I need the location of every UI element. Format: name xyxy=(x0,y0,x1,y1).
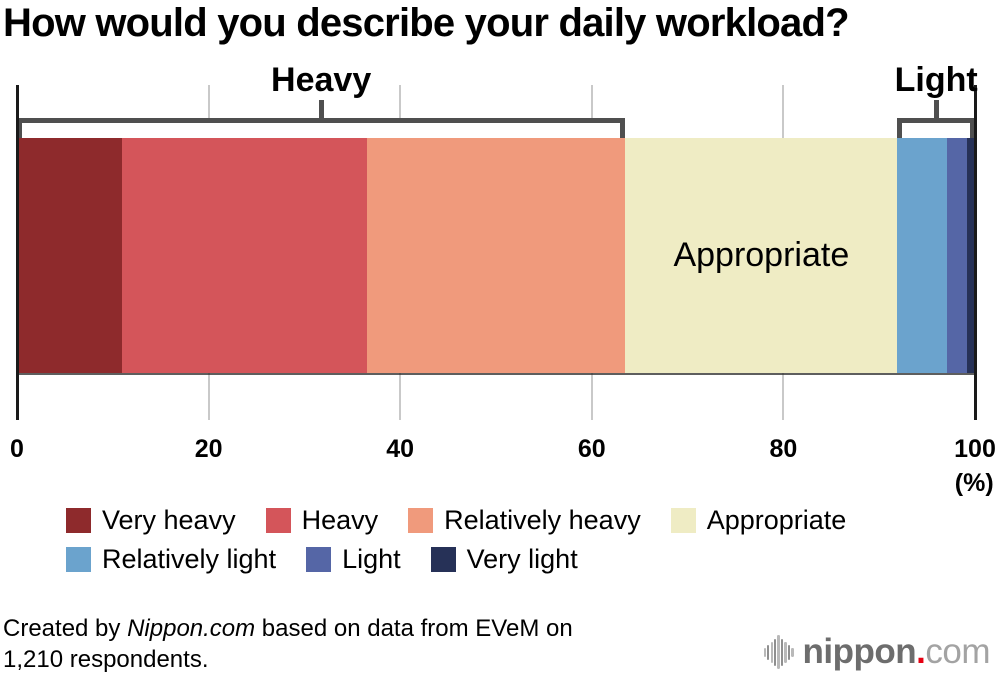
credit-line-1: Created by Nippon.com based on data from… xyxy=(3,613,573,644)
axis-end-line xyxy=(15,85,19,420)
bracket-label-heavy: Heavy xyxy=(271,61,372,99)
legend-label-very-light: Very light xyxy=(466,544,578,574)
credit-brand: Nippon.com xyxy=(127,615,256,642)
bar-segment-light xyxy=(947,138,968,373)
x-tick-label-60: 60 xyxy=(577,435,606,463)
audio-wave-bar xyxy=(767,644,770,660)
bar-segment-appropriate: Appropriate xyxy=(625,138,898,373)
legend-item-appropriate: Appropriate xyxy=(670,505,847,536)
legend-item-very-heavy: Very heavy xyxy=(66,505,236,536)
legend-swatch-relatively-heavy xyxy=(408,508,434,533)
legend: Very heavy Heavy Relatively heavy Appropria… xyxy=(66,505,846,575)
bar-segment-very-heavy xyxy=(17,138,123,373)
legend-item-relatively-light: Relatively light xyxy=(66,544,276,575)
bracket-stem-light xyxy=(933,100,939,118)
x-tick-label-80: 80 xyxy=(769,435,798,463)
legend-swatch-relatively-light xyxy=(66,547,91,572)
credit-part2: based on data from EVeM on xyxy=(255,615,573,642)
logo-tld: com xyxy=(925,632,990,671)
legend-label-heavy: Heavy xyxy=(301,505,379,535)
logo-name: nippon xyxy=(802,632,917,671)
legend-item-light: Light xyxy=(306,544,401,575)
x-tick-label-100: 100 xyxy=(954,435,996,463)
chart-title: How would you describe your daily worklo… xyxy=(3,1,850,45)
logo-dot: . xyxy=(916,632,926,671)
stacked-bar: Appropriate xyxy=(17,138,975,375)
bracket-light xyxy=(897,118,975,138)
x-tick-label-0: 0 xyxy=(10,435,24,463)
source-credit: Created by Nippon.com based on data from… xyxy=(3,613,573,675)
legend-label-relatively-heavy: Relatively heavy xyxy=(444,505,641,535)
legend-swatch-light xyxy=(306,547,332,572)
legend-row-1: Very heavy Heavy Relatively heavy Appropria… xyxy=(66,505,846,536)
bar-segment-relatively-light xyxy=(897,138,948,373)
legend-label-very-heavy: Very heavy xyxy=(102,505,236,535)
legend-swatch-heavy xyxy=(265,508,291,533)
bar-segment-very-light xyxy=(967,138,975,373)
bracket-stem-heavy xyxy=(318,100,324,118)
axis-end-line xyxy=(973,85,977,420)
audio-wave-bar xyxy=(770,641,773,663)
bracket-heavy xyxy=(17,118,626,138)
credit-part1: Created by xyxy=(3,615,128,642)
legend-row-2: Relatively light Light Very light xyxy=(66,544,846,575)
audio-wave-bar xyxy=(780,638,784,666)
legend-item-relatively-heavy: Relatively heavy xyxy=(408,505,641,536)
x-tick-label-40: 40 xyxy=(386,435,415,463)
audio-wave-icon xyxy=(763,633,794,671)
audio-wave-bar xyxy=(791,647,794,657)
legend-label-appropriate: Appropriate xyxy=(706,505,847,535)
bar-segment-relatively-heavy xyxy=(366,138,626,373)
legend-item-heavy: Heavy xyxy=(265,505,379,536)
legend-swatch-very-heavy xyxy=(66,508,91,533)
legend-label-light: Light xyxy=(342,544,401,574)
plot-area: Appropriate Heavy Light 0 20 40 60 80 100 (%) xyxy=(10,62,996,497)
axis-unit-label: (%) xyxy=(954,469,994,497)
bar-segment-heavy xyxy=(122,138,367,373)
legend-item-very-light: Very light xyxy=(430,544,578,575)
bracket-label-light: Light xyxy=(894,61,978,99)
audio-wave-bar xyxy=(777,635,780,669)
logo-wordmark: nippon.com xyxy=(802,631,991,673)
legend-swatch-appropriate xyxy=(670,508,696,533)
legend-label-relatively-light: Relatively light xyxy=(102,544,277,574)
in-bar-label-appropriate: Appropriate xyxy=(673,236,850,274)
credit-line-2: 1,210 respondents. xyxy=(3,646,209,673)
nippon-com-logo: nippon.com xyxy=(763,631,991,673)
legend-swatch-very-light xyxy=(430,547,456,572)
audio-wave-bar xyxy=(763,647,766,657)
audio-wave-bar xyxy=(784,641,787,663)
audio-wave-bar xyxy=(774,638,777,666)
audio-wave-bar xyxy=(787,644,791,660)
x-tick-label-20: 20 xyxy=(194,435,223,463)
